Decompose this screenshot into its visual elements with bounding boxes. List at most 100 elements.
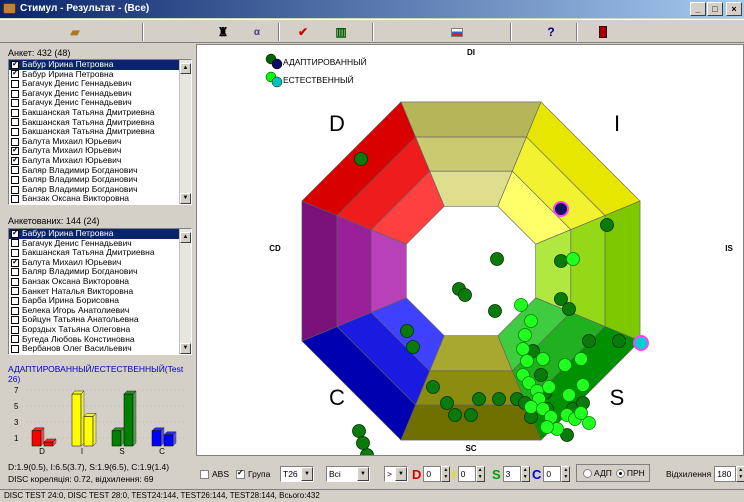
list-item-checkbox[interactable]: [11, 68, 19, 79]
list-item[interactable]: Барба Ирина Борисовна: [9, 296, 191, 306]
scroll-up-button[interactable]: ▲: [180, 232, 191, 243]
minimize-button[interactable]: _: [690, 2, 706, 16]
list-item-checkbox[interactable]: [11, 316, 19, 325]
list-item[interactable]: Багачук Денис Геннадьевич: [9, 88, 191, 99]
list2-scrollbar[interactable]: ▲ ▼: [179, 229, 191, 354]
list-item[interactable]: Бакшанская Татьяна Дмитриевна: [9, 117, 191, 128]
prn-radio[interactable]: [615, 468, 625, 478]
scroll-down-button[interactable]: ▼: [180, 343, 191, 354]
list-item[interactable]: Балута Михаил Юрьевич: [9, 155, 191, 166]
i-value-input[interactable]: 0: [457, 466, 476, 482]
abs-checkbox-box[interactable]: [200, 469, 209, 479]
bar-side: [160, 427, 165, 447]
compare-button[interactable]: α: [246, 22, 268, 42]
close-button[interactable]: ×: [726, 2, 742, 16]
list-item[interactable]: Баляр Владимир Богданович: [9, 267, 191, 277]
scroll-up-button[interactable]: ▲: [180, 63, 191, 74]
list-item[interactable]: Банзак Оксана Викторовна: [9, 276, 191, 287]
data-point-adapted: [426, 380, 440, 394]
list-item-checkbox[interactable]: [11, 195, 19, 204]
list-item-checkbox[interactable]: [11, 89, 19, 98]
list-item-checkbox[interactable]: [11, 127, 19, 136]
list-item-checkbox[interactable]: [11, 306, 19, 315]
s-spin-button[interactable]: ▲ ▼: [520, 466, 530, 482]
chevron-down-icon[interactable]: ▼: [395, 467, 407, 481]
test-select[interactable]: T26 ▼: [280, 466, 314, 482]
chevron-down-icon[interactable]: ▼: [357, 467, 369, 481]
list-item[interactable]: Бугеда Любовь Констиновна: [9, 334, 191, 345]
list-item-checkbox[interactable]: [11, 239, 19, 248]
list-item-label: Бойцун Татьяна Анатольевна: [22, 314, 139, 325]
exit-button[interactable]: [592, 22, 614, 42]
group-checkbox[interactable]: Група: [236, 466, 270, 482]
list-item[interactable]: Багачук Денис Геннадьевич: [9, 79, 191, 89]
list-item[interactable]: Белека Игорь Анатолиевич: [9, 305, 191, 316]
list-item-checkbox[interactable]: [11, 79, 19, 88]
help-button[interactable]: ?: [540, 22, 562, 42]
list-item[interactable]: Баляр Владимир Богданович: [9, 165, 191, 176]
i-spin-button[interactable]: ▲ ▼: [475, 466, 485, 482]
list-item-checkbox[interactable]: [11, 268, 19, 277]
list-item-checkbox[interactable]: [11, 175, 19, 184]
questionnaire-list[interactable]: Бабур Ирина ПетровнаБабур Ирина Петровна…: [8, 59, 192, 205]
list-item-checkbox[interactable]: [11, 335, 19, 344]
toolbar-separator: [510, 23, 512, 41]
list-item[interactable]: Баляр Владимир Богданович: [9, 184, 191, 195]
list-item-checkbox[interactable]: [11, 277, 19, 286]
adp-radio[interactable]: [583, 468, 592, 478]
list-item[interactable]: Вербанов Олег Васильевич: [9, 344, 191, 354]
open-folder-button[interactable]: ▰: [64, 22, 86, 42]
list-item-checkbox[interactable]: [11, 325, 19, 334]
list-item-checkbox[interactable]: [11, 287, 19, 296]
list-item-checkbox[interactable]: [11, 257, 19, 267]
list1-scrollbar[interactable]: ▲ ▼: [179, 60, 191, 204]
list-item[interactable]: Борздых Татьяна Олеговна: [9, 324, 191, 335]
bell-button[interactable]: ♜: [212, 22, 234, 42]
list-item[interactable]: Бабур Ирина Петровна: [9, 229, 191, 239]
list-item-checkbox[interactable]: [11, 118, 19, 127]
list-item[interactable]: Бакшанская Татьяна Дмитриевна: [9, 127, 191, 137]
d-value-input[interactable]: 0: [423, 466, 442, 482]
group-checkbox-box[interactable]: [236, 468, 245, 479]
list-item[interactable]: Баляр Владимир Богданович: [9, 175, 191, 185]
list-item-checkbox[interactable]: [11, 108, 19, 117]
list-item[interactable]: Банкет Наталья Викторовна: [9, 286, 191, 297]
list-item-checkbox[interactable]: [11, 296, 19, 305]
window-controls: _ □ ×: [690, 2, 742, 16]
abs-checkbox[interactable]: ABS: [200, 466, 229, 482]
list-item[interactable]: Балута Михаил Юрьевич: [9, 257, 191, 268]
data-point-natural: [514, 298, 528, 312]
chevron-down-icon[interactable]: ▼: [301, 467, 313, 481]
operator-select[interactable]: > ▼: [384, 466, 408, 482]
list-item-checkbox[interactable]: [11, 99, 19, 108]
list-item-checkbox[interactable]: [11, 344, 19, 353]
data-point-adapted: [582, 334, 596, 348]
c-value-input[interactable]: 0: [543, 466, 562, 482]
s-value-input[interactable]: 3: [502, 466, 521, 482]
toolbar-separator: [278, 23, 280, 41]
axis-label-di: DI: [467, 48, 475, 57]
language-button[interactable]: [446, 22, 468, 42]
list-item[interactable]: Багачук Денис Геннадьевич: [9, 98, 191, 108]
list-item-checkbox[interactable]: [11, 166, 19, 175]
d-spin-button[interactable]: ▲ ▼: [441, 466, 451, 482]
maximize-button[interactable]: □: [707, 2, 723, 16]
list-item[interactable]: Багачук Денис Геннадьевич: [9, 238, 191, 249]
list-item[interactable]: Бакшанская Татьяна Дмитриевна: [9, 107, 191, 118]
list-item-checkbox[interactable]: [11, 229, 19, 238]
list-item[interactable]: Бабур Ирина Петровна: [9, 68, 191, 80]
deviation-spin-button[interactable]: ▲ ▼: [736, 466, 744, 482]
list-item[interactable]: Банзак Оксана Викторовна: [9, 194, 191, 204]
open-folder-icon: ▰: [70, 25, 80, 39]
scroll-down-button[interactable]: ▼: [180, 193, 191, 204]
mode-radio-group: АДП ПРН: [576, 464, 650, 482]
c-spin-button[interactable]: ▲ ▼: [561, 466, 571, 482]
scope-select[interactable]: Всі ▼: [326, 466, 370, 482]
list-item-checkbox[interactable]: [11, 155, 19, 165]
deviation-input[interactable]: 180: [714, 466, 737, 482]
check-button[interactable]: ✔: [292, 22, 314, 42]
list-item[interactable]: Бойцун Татьяна Анатольевна: [9, 315, 191, 325]
bar-chart-button[interactable]: ▥: [330, 22, 352, 42]
list-item-checkbox[interactable]: [11, 185, 19, 194]
